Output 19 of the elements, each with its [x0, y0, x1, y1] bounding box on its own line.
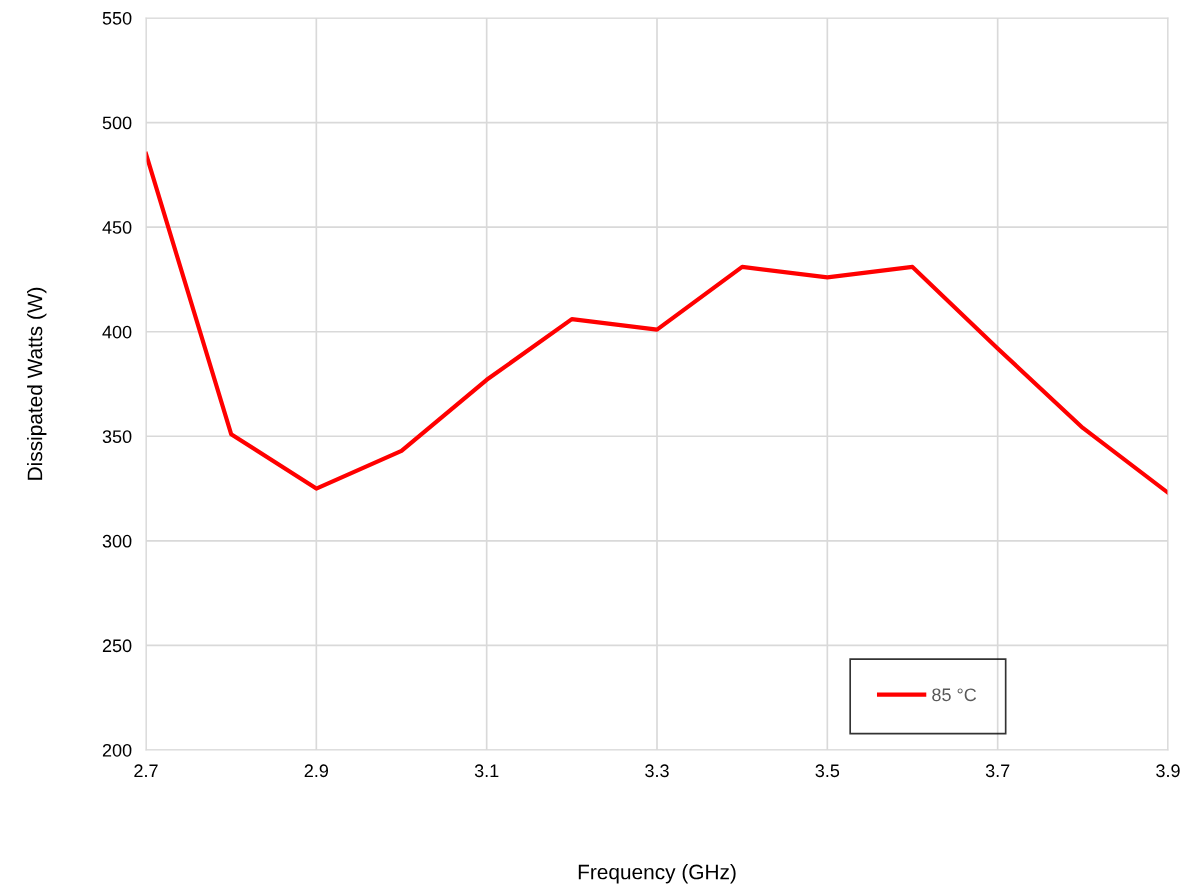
x-axis-title: Frequency (GHz) [578, 864, 736, 884]
x-tick-label: 2.9 [304, 764, 329, 778]
y-tick-label: 300 [102, 534, 132, 548]
line-series [146, 151, 1168, 495]
y-tick-label: 550 [102, 11, 132, 25]
y-tick-label: 250 [102, 639, 132, 653]
y-tick-label: 500 [102, 116, 132, 130]
x-tick-label: 3.3 [645, 764, 669, 778]
y-tick-label: 350 [102, 430, 132, 444]
x-tick-label: 2.7 [134, 764, 158, 777]
legend-label: 85 °C [932, 688, 977, 702]
x-tick-label: 3.9 [1156, 764, 1180, 778]
x-tick-label: 3.1 [474, 764, 499, 778]
x-tick-label: 3.7 [985, 764, 1010, 778]
y-axis-title: Dissipated Watts (W) [27, 287, 47, 480]
y-tick-label: 400 [102, 325, 132, 339]
y-tick-label: 450 [102, 221, 132, 234]
x-tick-label: 3.5 [815, 764, 840, 778]
y-tick-label: 200 [102, 743, 132, 757]
